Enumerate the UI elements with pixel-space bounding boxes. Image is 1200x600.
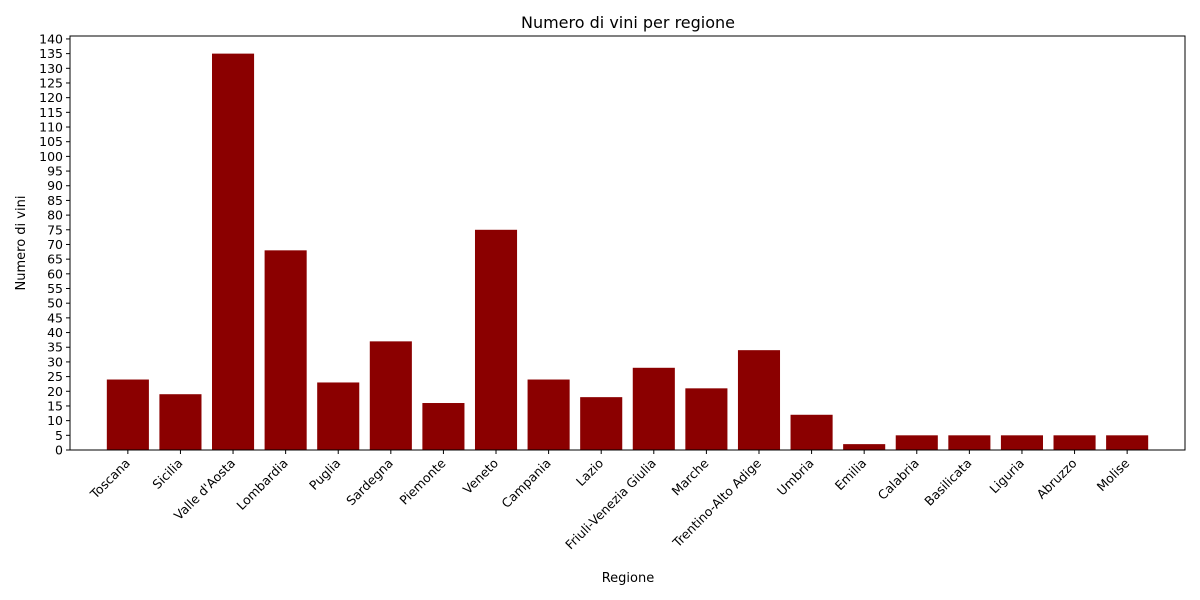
chart-title: Numero di vini per regione bbox=[521, 13, 735, 32]
x-tick-label: Lombardia bbox=[233, 456, 290, 513]
y-tick-label: 15 bbox=[47, 398, 63, 413]
y-tick-label: 45 bbox=[47, 310, 63, 325]
bar bbox=[895, 435, 938, 450]
bar bbox=[948, 435, 991, 450]
x-tick-label: Piemonte bbox=[396, 455, 448, 507]
bar bbox=[580, 397, 623, 450]
y-tick-label: 5 bbox=[55, 428, 63, 443]
y-tick-label: 55 bbox=[47, 281, 63, 296]
y-axis-label: Numero di vini bbox=[14, 196, 29, 291]
y-tick-label: 50 bbox=[47, 296, 63, 311]
x-axis-label: Regione bbox=[602, 571, 655, 586]
bar bbox=[790, 414, 833, 450]
bar bbox=[1053, 435, 1096, 450]
bar bbox=[212, 53, 255, 451]
bar bbox=[1000, 435, 1043, 450]
x-tick-label: Friuli-Venezia Giulia bbox=[562, 456, 659, 553]
x-tick-label: Campania bbox=[498, 456, 553, 511]
y-tick-label: 75 bbox=[47, 222, 63, 237]
x-tick-label: Calabria bbox=[875, 456, 922, 503]
bar bbox=[474, 229, 518, 450]
x-tick-label: Lazio bbox=[573, 456, 606, 489]
y-axis: 0510152025303540455055606570758085909510… bbox=[39, 31, 70, 458]
x-tick-label: Trentino-Alto Adige bbox=[669, 455, 764, 550]
bar bbox=[106, 379, 149, 450]
y-tick-label: 60 bbox=[47, 266, 63, 281]
y-tick-label: 100 bbox=[39, 149, 63, 164]
y-tick-label: 125 bbox=[39, 75, 63, 90]
y-tick-label: 90 bbox=[47, 178, 63, 193]
y-tick-label: 20 bbox=[47, 384, 63, 399]
x-tick-label: Molise bbox=[1094, 455, 1133, 494]
x-tick-label: Puglia bbox=[306, 456, 343, 493]
bar bbox=[264, 250, 307, 450]
x-tick-label: Emilia bbox=[832, 456, 870, 494]
x-tick-label: Veneto bbox=[460, 456, 501, 497]
y-tick-label: 130 bbox=[39, 61, 63, 76]
bar bbox=[422, 403, 465, 450]
y-tick-label: 110 bbox=[39, 120, 63, 135]
bar bbox=[527, 379, 570, 450]
y-tick-label: 10 bbox=[47, 413, 63, 428]
bar bbox=[632, 367, 675, 450]
y-tick-label: 30 bbox=[47, 354, 63, 369]
bars-group bbox=[106, 53, 1149, 451]
y-tick-label: 35 bbox=[47, 340, 63, 355]
bar bbox=[737, 350, 781, 450]
y-tick-label: 65 bbox=[47, 252, 63, 267]
y-tick-label: 105 bbox=[39, 134, 63, 149]
y-tick-label: 120 bbox=[39, 90, 63, 105]
y-tick-label: 85 bbox=[47, 193, 63, 208]
x-tick-label: Sicilia bbox=[149, 456, 185, 492]
x-tick-label: Liguria bbox=[986, 456, 1027, 497]
x-tick-label: Basilicata bbox=[921, 456, 974, 509]
x-tick-label: Marche bbox=[669, 455, 712, 498]
bar bbox=[843, 444, 886, 450]
bar bbox=[685, 388, 728, 450]
y-tick-label: 40 bbox=[47, 325, 63, 340]
bar bbox=[1106, 435, 1149, 450]
y-tick-label: 140 bbox=[39, 31, 63, 46]
y-tick-label: 115 bbox=[39, 105, 63, 120]
x-tick-label: Toscana bbox=[86, 456, 133, 503]
y-tick-label: 80 bbox=[47, 208, 63, 223]
y-tick-label: 25 bbox=[47, 369, 63, 384]
bar bbox=[369, 341, 412, 450]
bar bbox=[159, 394, 202, 450]
x-tick-label: Umbria bbox=[774, 456, 817, 499]
y-tick-label: 95 bbox=[47, 164, 63, 179]
bar bbox=[317, 382, 360, 450]
y-tick-label: 70 bbox=[47, 237, 63, 252]
y-tick-label: 0 bbox=[55, 443, 63, 458]
x-tick-label: Sardegna bbox=[343, 456, 396, 509]
plot-frame bbox=[69, 35, 1186, 451]
y-tick-label: 135 bbox=[39, 46, 63, 61]
x-tick-label: Abruzzo bbox=[1033, 456, 1079, 502]
